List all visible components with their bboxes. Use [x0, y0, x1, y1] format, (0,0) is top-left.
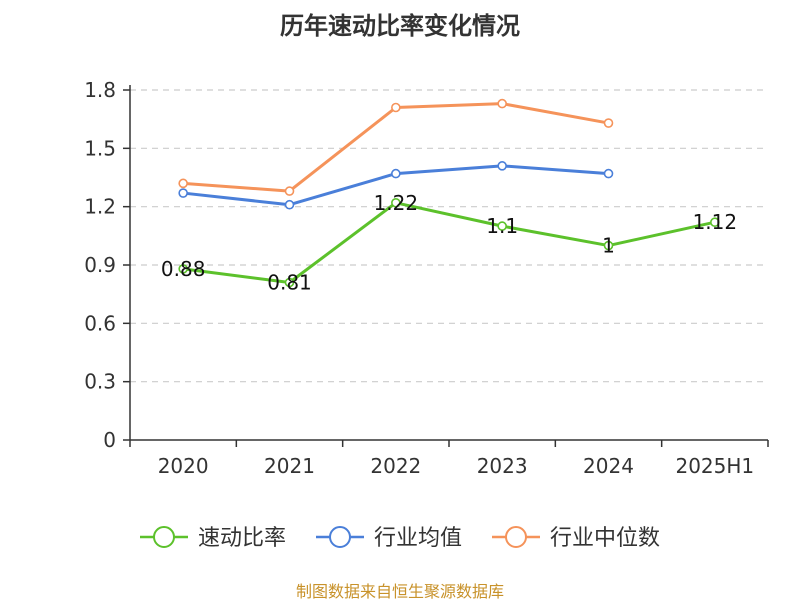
- data-point: [603, 118, 614, 128]
- data-point: [391, 197, 401, 208]
- y-tick-label: 1.2: [84, 195, 116, 219]
- x-tick-label: 2022: [370, 454, 421, 478]
- data-point: [603, 240, 614, 251]
- legend-label: 行业中位数: [550, 526, 660, 551]
- data-label: 1.1: [486, 214, 518, 238]
- data-label: 1: [602, 234, 615, 258]
- data-point: [710, 217, 720, 228]
- data-point: [284, 186, 295, 196]
- series-line: [182, 201, 716, 284]
- data-label: 0.81: [267, 271, 312, 295]
- legend-label: 行业均值: [374, 526, 462, 551]
- data-point: [284, 199, 295, 210]
- data-point: [497, 98, 507, 109]
- legend: 速动比率 行业均值 行业中位数: [140, 526, 660, 551]
- y-tick-label: 0.6: [84, 311, 116, 335]
- y-tick-label: 0.9: [84, 253, 116, 277]
- source-note: 制图数据来自恒生聚源数据库: [295, 582, 504, 601]
- data-point: [178, 178, 188, 189]
- data-label: 0.88: [161, 257, 206, 281]
- x-tick-label: 2021: [264, 454, 315, 478]
- x-axis: 2020 2021 2022 2023 2024 2025H1: [129, 439, 769, 478]
- data-point: [497, 221, 507, 231]
- data-point: [178, 188, 188, 198]
- legend-marker: [153, 526, 175, 548]
- grid-lines: [130, 89, 768, 383]
- y-tick-label: 1.5: [84, 136, 116, 160]
- x-tick-label: 2024: [583, 454, 634, 478]
- data-point: [603, 168, 614, 179]
- y-tick-label: 1.8: [84, 78, 116, 102]
- data-point: [391, 168, 401, 179]
- y-tick-label: 0: [103, 428, 116, 452]
- data-point: [391, 102, 401, 113]
- data-label: 1.22: [374, 191, 419, 215]
- data-point: [497, 161, 507, 171]
- series-lines: [178, 98, 720, 288]
- y-axis: 0 0.3 0.6 0.9 1.2 1.5 1.8: [84, 78, 131, 452]
- data-label: 1.12: [693, 210, 738, 234]
- x-tick-label: 2025H1: [675, 454, 754, 478]
- data-labels: 0.88 0.81 1.22 1.1 1 1.12: [161, 191, 737, 295]
- x-tick-label: 2023: [477, 454, 528, 478]
- legend-marker: [505, 526, 527, 548]
- data-point: [178, 264, 188, 274]
- chart-title: 历年速动比率变化情况: [280, 12, 520, 40]
- y-tick-label: 0.3: [84, 370, 116, 394]
- legend-marker: [329, 526, 351, 548]
- x-tick-label: 2020: [158, 454, 209, 478]
- legend-label: 速动比率: [198, 526, 286, 551]
- data-point: [284, 277, 295, 288]
